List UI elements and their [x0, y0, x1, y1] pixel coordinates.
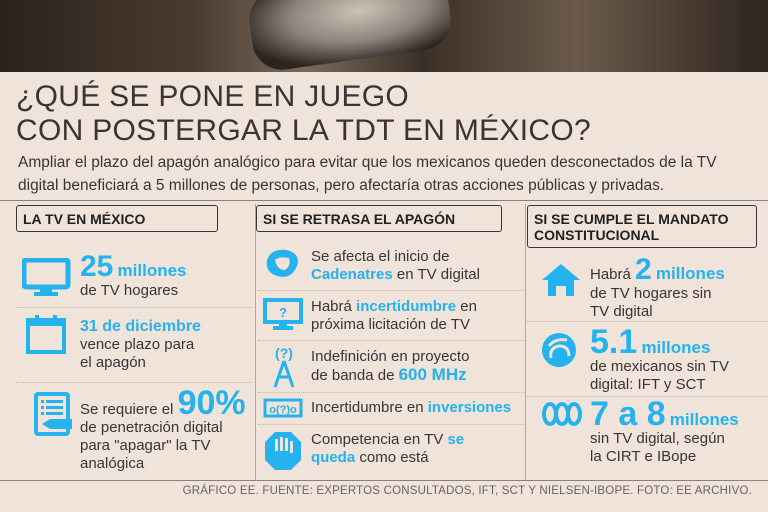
column-header: LA TV EN MÉXICO: [16, 205, 218, 232]
stat-value: 5.1: [590, 323, 638, 361]
stat-text: el apagón: [80, 354, 146, 371]
stat-text: Se requiere el: [80, 401, 174, 418]
divider: [258, 290, 524, 291]
divider: [258, 340, 524, 341]
ift-logo-icon: [542, 333, 576, 367]
stat-unit: millones: [641, 338, 711, 357]
effect-text: de banda de: [311, 367, 399, 384]
stat-tv-hogares: 25 millones de TV hogares: [80, 252, 187, 300]
stat-text: analógica: [80, 455, 145, 472]
stat-unit: millones: [117, 261, 187, 280]
effect-text: Incertidumbre en: [311, 399, 428, 416]
antenna-question-icon: (?): [273, 345, 295, 388]
tv-icon: [22, 258, 71, 296]
stat-text: de TV hogares sin: [590, 285, 712, 302]
effect-text: en: [456, 298, 477, 315]
effect-highlight: 600 MHz: [398, 365, 467, 384]
stat-text: Habrá: [590, 266, 636, 283]
column-divider: [525, 204, 526, 480]
stat-value: 25: [80, 250, 114, 283]
effect-highlight: queda: [311, 449, 356, 466]
svg-text:(?): (?): [275, 345, 293, 361]
effect-competencia: Competencia en TV se queda como está: [311, 431, 464, 467]
stat-value: 90%: [177, 384, 246, 422]
effect-text: como está: [355, 449, 429, 466]
stat-penetration: Se requiere el 90% de penetración digita…: [80, 384, 246, 473]
divider: [0, 200, 768, 201]
effect-licitacion: Habrá incertidumbre en próxima licitació…: [311, 298, 477, 334]
tv-photo: [245, 0, 455, 74]
stat-text: de TV hogares: [80, 282, 179, 299]
stat-text: TV digital: [590, 303, 653, 320]
effect-text: próxima licitación de TV: [311, 316, 470, 333]
effect-text: Indefinición en proyecto: [311, 348, 470, 365]
source-footer: GRÁFICO EE. FUENTE: EXPERTOS CONSULTADOS…: [182, 485, 752, 497]
hand-stop-icon: [265, 432, 301, 470]
stat-hogares-sin-tv: Habrá 2 millones de TV hogares sin TV di…: [590, 255, 725, 321]
stat-value: 7 a 8: [590, 395, 666, 433]
effect-text: en TV digital: [392, 266, 480, 283]
divider: [16, 307, 252, 308]
title-line-2: CON POSTERGAR LA TDT EN MÉXICO?: [16, 114, 591, 147]
effect-text: Se afecta el inicio de: [311, 248, 450, 265]
effect-600mhz: Indefinición en proyecto de banda de 600…: [311, 348, 469, 385]
effect-highlight: Cadenatres: [311, 266, 393, 283]
effect-highlight: inversiones: [427, 399, 512, 416]
effect-highlight: incertidumbre: [356, 298, 457, 315]
subtitle: Ampliar el plazo del apagón analógico pa…: [18, 154, 717, 194]
stat-text: de mexicanos sin TV: [590, 358, 729, 375]
cirt-logo-icon: [542, 402, 582, 426]
divider: [16, 382, 252, 383]
stat-text: digital: IFT y SCT: [590, 376, 706, 393]
stat-text: la CIRT e IBope: [590, 448, 697, 465]
effect-text: Habrá: [311, 298, 357, 315]
stat-text: para "apagar" la TV: [80, 437, 211, 454]
effect-inversiones: Incertidumbre en inversiones: [311, 399, 511, 417]
divider: [0, 480, 768, 481]
effect-cadenatres: Se afecta el inicio de Cadenatres en TV …: [311, 248, 480, 284]
document-icon: [34, 392, 72, 436]
stat-value: 31 de diciembre: [80, 318, 201, 335]
divider: [258, 424, 524, 425]
money-question-icon: o(?)o: [263, 398, 303, 418]
divider: [527, 321, 768, 322]
stat-cirt-ibope: 7 a 8 millones sin TV digital, según la …: [590, 395, 739, 466]
effect-text: Competencia en TV: [311, 431, 448, 448]
stat-text: de penetración digital: [80, 419, 223, 436]
effect-highlight: se: [447, 431, 465, 448]
stat-value: 2: [635, 253, 652, 286]
stat-mexicanos-sin-tv: 5.1 millones de mexicanos sin TV digital…: [590, 323, 729, 394]
page-title: ¿QUÉ SE PONE EN JUEGO CON POSTERGAR LA T…: [16, 80, 591, 148]
stat-text: sin TV digital, según: [590, 430, 725, 447]
stat-text: vence plazo para: [80, 336, 195, 353]
stat-unit: millones: [655, 264, 725, 283]
column-header: SI SE CUMPLE EL MANDATO CONSTITUCIONAL: [527, 205, 757, 248]
calendar-icon: [26, 315, 66, 354]
divider: [258, 392, 524, 393]
cadenatres-logo-icon: [266, 249, 298, 277]
column-header: SI SE RETRASA EL APAGÓN: [256, 205, 502, 232]
stat-unit: millones: [669, 410, 739, 429]
title-line-1: ¿QUÉ SE PONE EN JUEGO: [16, 80, 410, 113]
house-icon: [542, 264, 580, 296]
header-photo: [0, 0, 768, 74]
stat-deadline: 31 de diciembre vence plazo para el apag…: [80, 318, 201, 372]
column-divider: [255, 204, 256, 480]
svg-text:?: ?: [279, 305, 287, 320]
svg-text:o(?)o: o(?)o: [269, 404, 297, 416]
tv-question-icon: ?: [263, 298, 303, 330]
divider: [527, 396, 768, 397]
